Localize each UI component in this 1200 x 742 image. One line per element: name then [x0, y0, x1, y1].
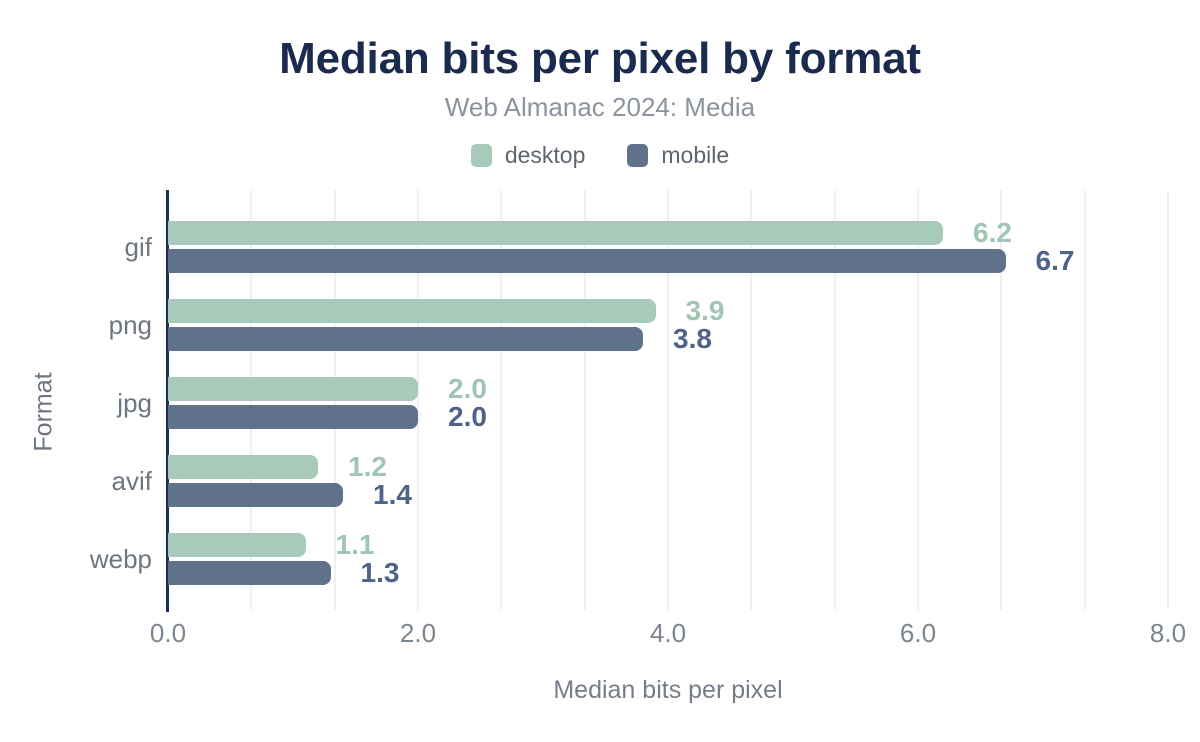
gridline	[583, 190, 586, 610]
bar-group-gif: 6.2 6.7	[168, 208, 1168, 286]
bar-gif-mobile[interactable]	[168, 249, 1006, 273]
gridline	[1167, 190, 1169, 610]
category-label-webp: webp	[89, 543, 152, 574]
value-label-png-desktop: 3.9	[685, 295, 725, 326]
value-label-jpg-mobile: 2.0	[448, 401, 487, 432]
category-label-png: png	[108, 309, 152, 340]
plot-area: 6.2 6.7 3.9 3.8 2.0 2.0 1.2 1.4 1.1 1.3	[166, 190, 1169, 612]
value-label-avif-mobile: 1.4	[373, 479, 412, 510]
bar-group-png: 3.9 3.8	[168, 286, 1168, 364]
x-tick-label-8.0: 8.0	[1149, 618, 1187, 648]
x-tick-label-0.0: 0.0	[149, 618, 187, 648]
gridline	[833, 190, 836, 610]
category-label-avif: avif	[111, 465, 152, 496]
x-tick-label-4.0: 4.0	[649, 618, 687, 648]
legend-label-desktop: desktop	[504, 142, 586, 168]
x-tick-label-2.0: 2.0	[399, 618, 437, 648]
bar-png-mobile[interactable]	[168, 327, 643, 351]
bar-avif-mobile[interactable]	[168, 483, 343, 507]
category-label-jpg: jpg	[117, 387, 152, 418]
legend: desktop mobile	[0, 142, 1200, 169]
bar-webp-mobile[interactable]	[168, 561, 331, 585]
bar-avif-desktop[interactable]	[168, 455, 318, 479]
chart-title: Median bits per pixel by format	[279, 34, 921, 83]
value-label-jpg-desktop: 2.0	[448, 373, 487, 404]
category-label-gif: gif	[124, 231, 152, 262]
legend-label-mobile: mobile	[661, 142, 730, 168]
legend-item-desktop[interactable]: desktop	[470, 142, 586, 169]
value-label-webp-desktop: 1.1	[335, 529, 375, 560]
y-axis-line	[166, 190, 169, 612]
bar-png-desktop[interactable]	[168, 299, 656, 323]
gridline	[417, 190, 419, 610]
value-label-png-mobile: 3.8	[673, 323, 712, 354]
value-label-gif-mobile: 6.7	[1035, 245, 1075, 276]
x-tick-label-6.0: 6.0	[899, 618, 937, 648]
bar-group-avif: 1.2 1.4	[168, 442, 1168, 520]
legend-swatch-desktop	[470, 144, 492, 167]
bar-webp-desktop[interactable]	[168, 533, 306, 557]
bar-jpg-desktop[interactable]	[168, 377, 418, 401]
bar-group-webp: 1.1 1.3	[168, 520, 1168, 598]
gridline	[917, 190, 919, 610]
value-label-webp-mobile: 1.3	[360, 557, 400, 588]
x-axis-title: Median bits per pixel	[553, 676, 783, 704]
chart-subtitle: Web Almanac 2024: Media	[444, 92, 756, 122]
gridline	[750, 190, 753, 610]
legend-item-mobile[interactable]: mobile	[627, 142, 729, 169]
gridline	[500, 190, 503, 610]
legend-swatch-mobile	[627, 144, 649, 167]
value-label-gif-desktop: 6.2	[973, 217, 1012, 248]
gridline	[667, 190, 669, 610]
gridline	[1000, 190, 1003, 610]
bar-group-jpg: 2.0 2.0	[168, 364, 1168, 442]
bar-jpg-mobile[interactable]	[168, 405, 418, 429]
gridline	[1083, 190, 1086, 610]
bar-gif-desktop[interactable]	[168, 221, 943, 245]
value-label-avif-desktop: 1.2	[348, 451, 387, 482]
